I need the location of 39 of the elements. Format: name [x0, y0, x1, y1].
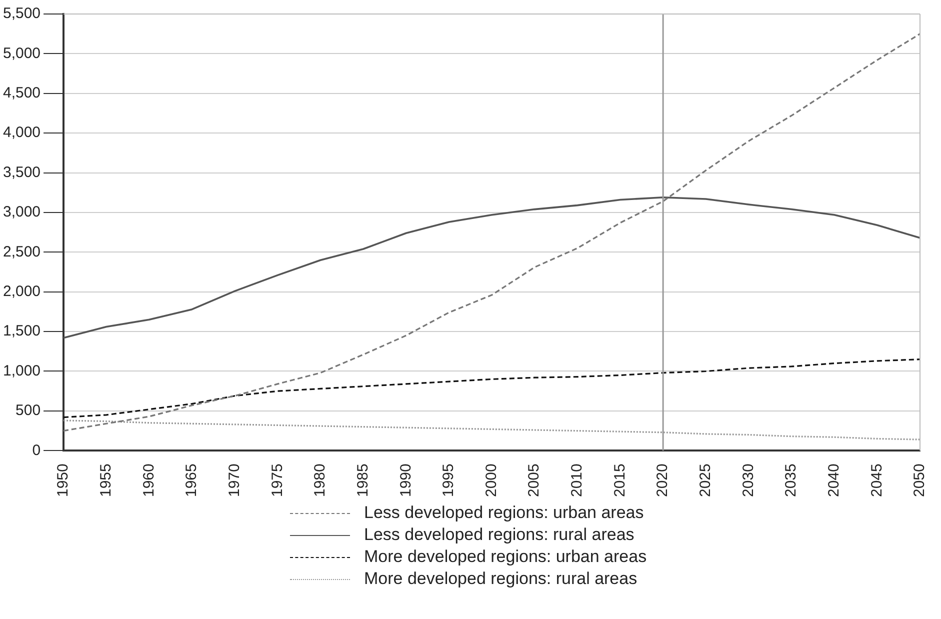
x-tick-label: 1975: [268, 464, 286, 498]
x-tick-label: 1985: [354, 464, 372, 498]
line-series: [62, 358, 921, 418]
x-tick-label: 2040: [825, 464, 842, 498]
y-tick-label: 0: [32, 442, 41, 459]
x-tick-label: 2025: [697, 464, 714, 498]
y-tick-label: 500: [16, 402, 41, 420]
x-tick-label: 2010: [568, 464, 586, 498]
y-tick-label: 2,500: [2, 243, 41, 260]
x-tick-label: 1965: [183, 464, 200, 498]
legend-label: More developed regions: rural areas: [364, 569, 638, 589]
x-tick-label: 2005: [526, 464, 543, 498]
y-tick-label: 4,000: [2, 124, 41, 142]
y-tick-label: 3,500: [2, 164, 41, 181]
y-tick-label: 5,000: [2, 44, 41, 62]
x-tick-label: 2015: [611, 464, 628, 498]
line-series: [62, 33, 921, 432]
x-tick-label: 1955: [98, 464, 114, 498]
x-tick-label: 1950: [54, 464, 72, 498]
x-tick-label: 1980: [312, 464, 329, 498]
x-tick-label: 2045: [868, 464, 886, 498]
y-tick-label: 2,000: [2, 282, 41, 300]
x-tick-label: 2000: [482, 464, 500, 498]
x-tick-label: 2020: [654, 464, 672, 498]
y-tick-label: 5,500: [2, 5, 41, 22]
legend-label: Less developed regions: urban areas: [364, 503, 644, 523]
x-tick-label: 1995: [440, 464, 458, 498]
x-tick-label: 2050: [911, 464, 928, 498]
y-tick-label: 1,000: [2, 362, 41, 380]
x-tick-label: 2035: [782, 464, 800, 498]
x-tick-label: 1970: [226, 464, 243, 498]
y-tick-label: 3,000: [2, 204, 41, 221]
x-tick-label: 2030: [740, 464, 757, 498]
y-tick-label: 4,500: [2, 84, 41, 102]
x-tick-label: 1960: [140, 464, 158, 498]
legend-label: More developed regions: urban areas: [364, 547, 647, 567]
y-tick-label: 1,500: [2, 322, 41, 340]
x-tick-label: 1990: [397, 464, 414, 498]
legend-label: Less developed regions: rural areas: [364, 525, 634, 545]
